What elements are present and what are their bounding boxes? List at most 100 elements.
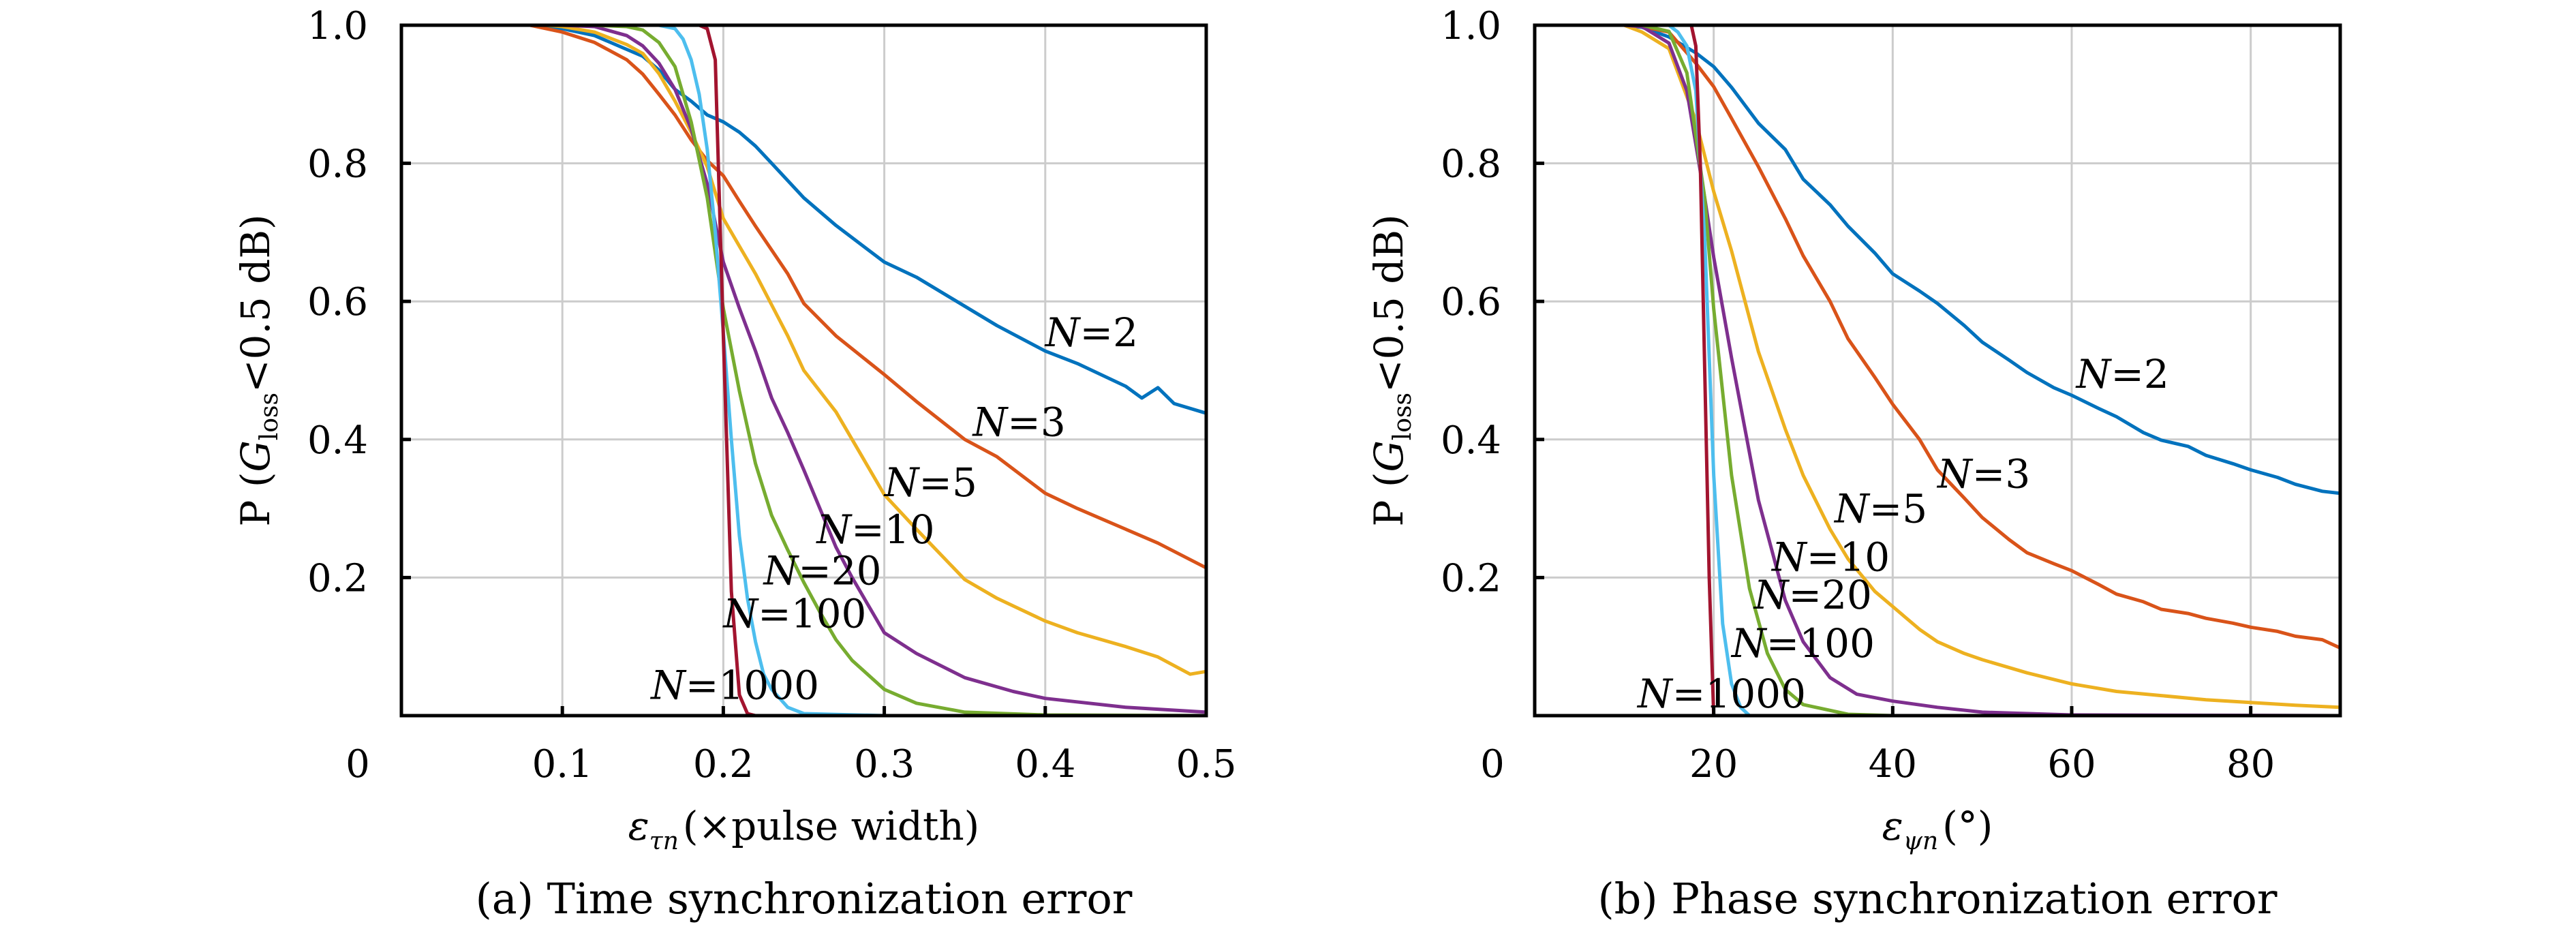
annotation-var: N [1044,309,1082,356]
x-label-symbol: ε [628,803,649,849]
annotation-var: N [1753,572,1790,618]
x-axis-label: εψn (°) [1882,803,1993,855]
series-annotation: N=2 [2075,351,2169,397]
annotation-value: =20 [798,548,881,594]
annotation-value: =10 [1807,534,1890,580]
y-tick-label: 0.8 [1441,142,1501,187]
x-tick-label: 0.2 [693,742,754,787]
annotation-var: N [1770,534,1808,580]
series-line-n-5 [1533,23,2342,709]
annotation-value: =3 [1007,399,1066,446]
panel-caption: (b) Phase synchronization error [1597,874,2277,924]
series-annotation: N=20 [1753,572,1872,618]
series-line-n-20 [1533,23,2342,718]
y-label-suffix: <0.5 dB) [1366,214,1412,393]
y-tick-label: 0.4 [1441,418,1501,463]
origin-tick-label: 0 [1480,742,1505,787]
x-tick-label: 0.5 [1176,742,1236,787]
annotation-var: N [1730,620,1768,667]
annotation-var: N [722,590,759,637]
y-label-suffix: <0.5 dB) [232,214,279,393]
series-annotation: N=5 [1833,485,1927,532]
annotation-value: =5 [1869,485,1928,532]
annotation-value: =5 [919,459,977,506]
panel-caption: (a) Time synchronization error [476,874,1133,924]
series-annotation: N=10 [1770,534,1890,580]
annotation-var: N [883,459,921,506]
x-label-unit: (°) [1942,803,1993,849]
x-tick-label: 0.4 [1015,742,1075,787]
annotation-value: =10 [851,506,934,553]
y-label-prefix: P ( [232,472,279,527]
x-label-sub: τn [649,827,679,855]
annotation-var: N [649,662,687,709]
y-label-sub: loss [1389,393,1417,440]
series-annotation: N=3 [972,399,1066,446]
y-tick-label: 0.2 [1441,556,1501,600]
series-line-n-3 [1533,23,2342,650]
series-annotation: N=3 [1936,451,2030,498]
y-axis-label: P (Gloss<0.5 dB) [1366,214,1417,526]
panel-b-phase-sync: 20 40 60 80 0.2 0.4 0.6 0.8 1.0 0 P (Gloss<0.5 dB)… [1366,4,2342,924]
y-tick-label: 0.6 [307,280,368,324]
y-tick-label: 1.0 [1441,4,1501,48]
series-annotation: N=2 [1044,309,1138,356]
annotation-value: =3 [1972,451,2031,498]
annotation-value: =100 [1766,620,1875,667]
plot-frame [399,23,1208,718]
series-line-n-10 [399,23,1208,714]
series-annotation: N=10 [815,506,934,553]
series-line-n-2 [1533,23,2342,495]
series-line-n-3 [399,23,1208,570]
series-annotation: N=1000 [649,662,819,709]
annotation-value: =20 [1789,572,1872,618]
y-label-prefix: P ( [1366,472,1412,527]
series-line-n-10 [1533,23,2342,718]
series-annotation: N=100 [722,590,866,637]
x-tick-label: 40 [1869,742,1917,787]
annotation-var: N [1636,671,1674,717]
y-label-g: G [1366,440,1412,472]
series-line-n-100 [399,23,1208,718]
series-line-n-2 [399,23,1208,415]
annotation-value: =1000 [1672,671,1806,717]
annotation-var: N [2075,351,2113,397]
annotation-var: N [972,399,1009,446]
annotation-var: N [762,548,799,594]
y-tick-label: 0.6 [1441,280,1501,324]
y-tick-label: 1.0 [307,4,368,48]
series-line-n-100 [1533,23,2342,718]
annotation-value: =1000 [686,662,819,709]
y-axis-label: P (Gloss<0.5 dB) [232,214,283,526]
y-label-sub: loss [256,393,283,440]
x-label-unit: (×pulse width) [683,803,979,849]
series-annotation: N=1000 [1636,671,1806,717]
x-axis-label: ετn (×pulse width) [628,803,980,855]
annotation-value: =2 [1080,309,1139,356]
series-annotation: N=5 [883,459,977,506]
series-line-n-20 [399,23,1208,718]
annotation-value: =2 [2111,351,2169,397]
origin-tick-label: 0 [346,742,370,787]
series-annotation: N=100 [1730,620,1875,667]
annotation-var: N [815,506,853,553]
x-tick-label: 20 [1689,742,1738,787]
x-label-symbol: ε [1882,803,1903,849]
x-label-sub: ψn [1903,827,1938,855]
x-tick-label: 0.3 [854,742,915,787]
panel-a-time-sync: 0.1 0.2 0.3 0.4 0.5 0.2 0.4 0.6 0.8 1.0 0 P (Gloss<… [232,4,1237,924]
y-tick-label: 0.4 [307,418,368,463]
y-tick-label: 0.2 [307,556,368,600]
annotation-value: =100 [758,590,866,637]
y-tick-label: 0.8 [307,142,368,187]
plot-frame [1533,23,2342,718]
series-line-n-1000 [1533,23,2342,718]
annotation-var: N [1936,451,1974,498]
x-tick-label: 60 [2047,742,2096,787]
series-line-n-5 [399,23,1208,676]
series-annotation: N=20 [762,548,881,594]
y-label-g: G [232,440,279,472]
annotation-var: N [1833,485,1871,532]
x-tick-label: 80 [2226,742,2275,787]
